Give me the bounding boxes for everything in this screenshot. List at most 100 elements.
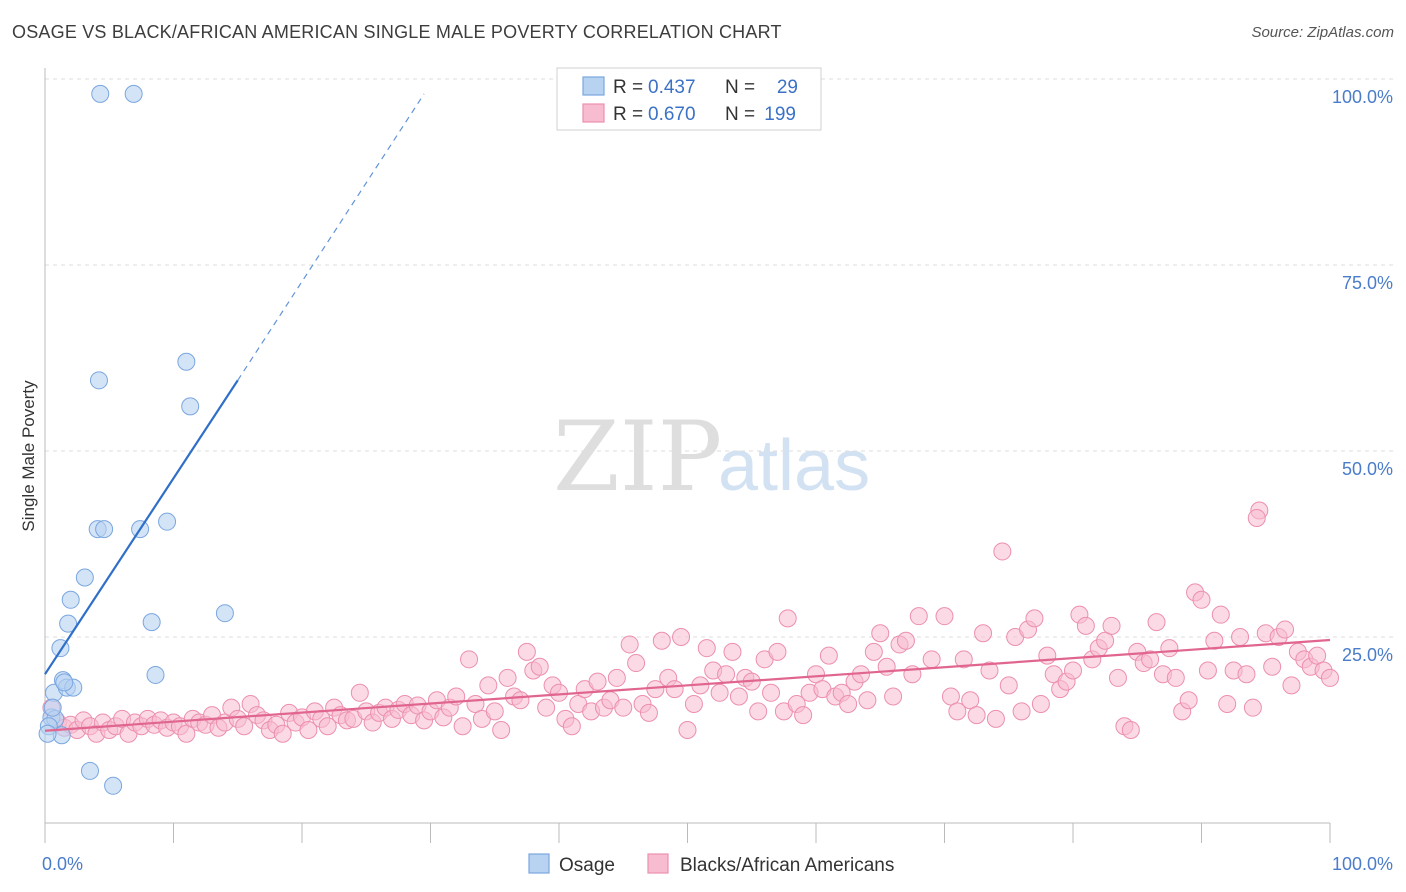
legend-bottom-black-swatch bbox=[647, 853, 669, 874]
point-black bbox=[1263, 657, 1282, 676]
point-black bbox=[318, 717, 337, 736]
chart-title: OSAGE VS BLACK/AFRICAN AMERICAN SINGLE M… bbox=[12, 22, 782, 42]
point-black bbox=[665, 680, 684, 699]
y-tick-label: 75.0% bbox=[1342, 273, 1393, 293]
x-tick-labels: 0.0% 100.0% bbox=[42, 854, 1393, 874]
source-credit: Source: ZipAtlas.com bbox=[1251, 24, 1394, 41]
y-tick-label: 50.0% bbox=[1342, 459, 1393, 479]
point-black bbox=[935, 607, 954, 626]
series-blacks-african-americans bbox=[42, 501, 1339, 743]
point-black bbox=[999, 676, 1018, 695]
point-black bbox=[1064, 661, 1082, 680]
point-black bbox=[778, 609, 797, 628]
legend-bottom: Osage Blacks/African Americans bbox=[528, 853, 894, 876]
y-tick-label: 100.0% bbox=[1332, 87, 1393, 107]
legend-black-swatch bbox=[582, 103, 605, 123]
point-black bbox=[1141, 650, 1160, 669]
point-black bbox=[1108, 668, 1127, 687]
point-black bbox=[762, 683, 781, 702]
point-osage bbox=[215, 604, 234, 623]
point-black bbox=[550, 683, 568, 702]
point-black bbox=[993, 542, 1012, 561]
point-black bbox=[1231, 628, 1250, 646]
point-black bbox=[684, 694, 703, 713]
point-black bbox=[511, 691, 530, 710]
legend-black-n-value: 199 bbox=[764, 104, 796, 125]
point-osage bbox=[177, 352, 196, 371]
point-black bbox=[1096, 631, 1115, 650]
point-osage bbox=[59, 614, 78, 633]
point-osage bbox=[89, 371, 108, 390]
watermark-zip: ZIP bbox=[553, 401, 722, 513]
point-black bbox=[710, 683, 729, 702]
point-black bbox=[350, 683, 369, 702]
point-black bbox=[627, 654, 646, 673]
point-osage bbox=[181, 397, 200, 416]
point-osage bbox=[158, 512, 177, 531]
point-black bbox=[1038, 646, 1057, 665]
point-black bbox=[1192, 590, 1211, 609]
point-black bbox=[492, 721, 511, 739]
y-axis-label: Single Male Poverty bbox=[19, 380, 38, 532]
legend-osage-n-label: N = bbox=[725, 77, 755, 98]
trendlines bbox=[44, 93, 1331, 732]
point-osage bbox=[104, 776, 123, 795]
point-black bbox=[1282, 676, 1301, 695]
legend-osage-n-value: 29 bbox=[777, 77, 798, 98]
point-osage bbox=[146, 665, 165, 684]
point-black bbox=[1121, 721, 1140, 739]
point-black bbox=[273, 724, 292, 743]
point-black bbox=[562, 717, 581, 736]
point-black bbox=[1276, 620, 1295, 639]
y-tick-label: 25.0% bbox=[1342, 645, 1393, 665]
point-osage bbox=[55, 673, 74, 692]
point-black bbox=[858, 691, 877, 710]
axes bbox=[44, 68, 1331, 843]
point-black bbox=[819, 646, 838, 665]
point-black bbox=[941, 687, 960, 706]
point-black bbox=[479, 676, 498, 695]
point-black bbox=[961, 691, 980, 710]
point-black bbox=[177, 724, 196, 743]
point-black bbox=[299, 721, 318, 739]
point-black bbox=[530, 657, 549, 676]
point-black bbox=[948, 702, 967, 721]
point-black bbox=[871, 624, 890, 643]
point-black bbox=[1308, 646, 1327, 665]
gridlines bbox=[45, 78, 1395, 638]
point-black bbox=[864, 642, 883, 661]
x-tick-label: 100.0% bbox=[1332, 854, 1393, 874]
point-black bbox=[884, 687, 903, 706]
point-black bbox=[517, 642, 536, 661]
point-black bbox=[768, 642, 787, 661]
point-black bbox=[498, 668, 517, 687]
point-black bbox=[639, 703, 658, 722]
point-osage bbox=[61, 590, 80, 609]
point-osage bbox=[43, 698, 62, 717]
legend-bottom-black-label: Blacks/African Americans bbox=[680, 855, 894, 876]
legend-black-n-label: N = bbox=[725, 104, 755, 125]
point-osage bbox=[124, 84, 143, 103]
point-black bbox=[1076, 616, 1095, 635]
point-black bbox=[723, 642, 742, 661]
legend-bottom-osage-label: Osage bbox=[559, 855, 615, 876]
legend-black-r-label: R = bbox=[613, 104, 643, 125]
point-black bbox=[922, 650, 941, 669]
point-black bbox=[235, 717, 254, 736]
point-black bbox=[980, 661, 999, 680]
point-black bbox=[1321, 668, 1339, 687]
point-black bbox=[1166, 668, 1185, 687]
point-black bbox=[614, 698, 633, 717]
point-black bbox=[717, 665, 736, 684]
point-osage bbox=[95, 520, 114, 539]
x-tick-label: 0.0% bbox=[42, 854, 83, 874]
legend-black-r-value: 0.670 bbox=[648, 104, 696, 125]
point-osage bbox=[91, 84, 110, 103]
point-black bbox=[807, 665, 825, 684]
trendline-black bbox=[44, 638, 1331, 732]
point-black bbox=[1247, 508, 1266, 527]
legend-top: R = 0.437 N = 29 R = 0.670 N = 199 bbox=[556, 67, 822, 131]
point-black bbox=[986, 709, 1005, 728]
watermark-atlas: atlas bbox=[718, 426, 870, 506]
